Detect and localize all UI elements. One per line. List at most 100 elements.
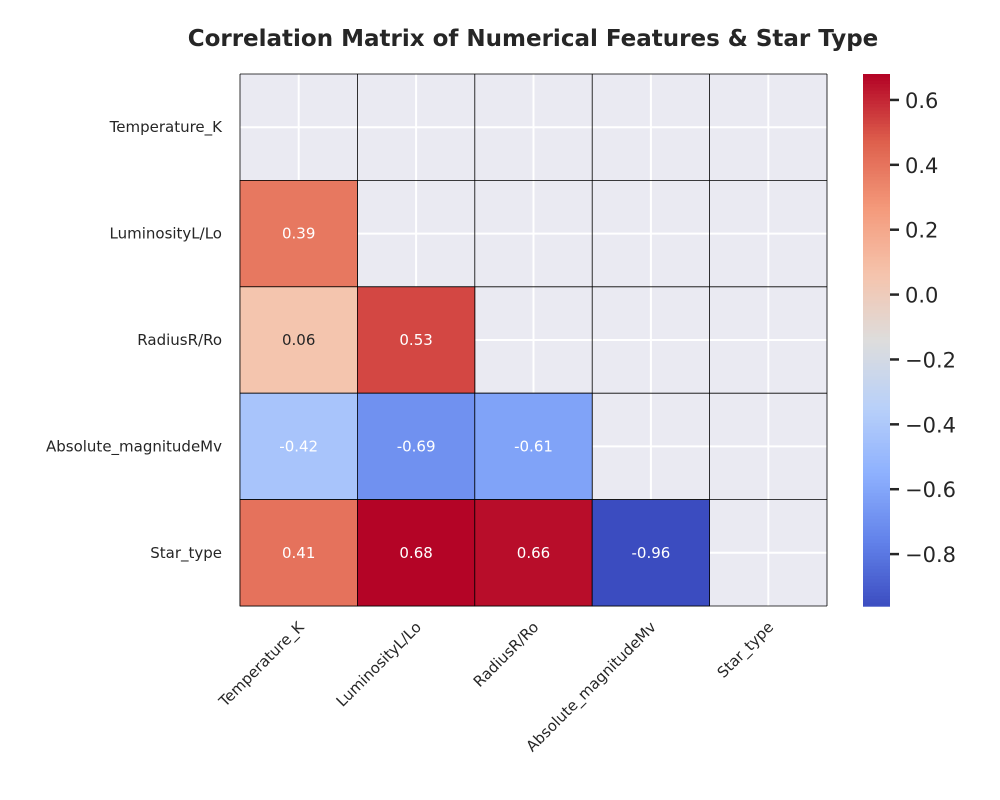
heatmap-cell bbox=[239, 286, 358, 394]
colorbar-segment bbox=[863, 153, 890, 158]
colorbar-segment bbox=[863, 536, 890, 541]
colorbar-segment bbox=[863, 586, 890, 591]
colorbar-segment bbox=[863, 429, 890, 434]
colorbar-segment bbox=[863, 187, 890, 192]
colorbar-segment bbox=[863, 303, 890, 308]
y-tick-label: RadiusR/Ro bbox=[137, 331, 222, 349]
colorbar-segment bbox=[863, 333, 890, 338]
colorbar-segment bbox=[863, 479, 890, 484]
heatmap-cell bbox=[474, 499, 593, 607]
colorbar-segment bbox=[863, 512, 890, 517]
colorbar-segment bbox=[863, 157, 890, 162]
colorbar-segment bbox=[863, 549, 890, 554]
heatmap-cell bbox=[239, 179, 358, 288]
colorbar-segment bbox=[863, 413, 890, 418]
colorbar-segment bbox=[863, 439, 890, 444]
colorbar-segment bbox=[863, 113, 890, 118]
colorbar-segment bbox=[863, 87, 890, 92]
heatmap-cell bbox=[356, 499, 476, 607]
cell-value-label: -0.42 bbox=[279, 437, 318, 455]
colorbar-segment bbox=[863, 572, 890, 577]
colorbar-segment bbox=[863, 80, 890, 85]
colorbar-segment bbox=[863, 602, 890, 607]
colorbar-segment bbox=[863, 346, 890, 351]
colorbar-segment bbox=[863, 562, 890, 567]
cell-value-label: 0.41 bbox=[282, 544, 315, 562]
colorbar-segment bbox=[863, 499, 890, 504]
colorbar-segment bbox=[863, 369, 890, 374]
colorbar-segment bbox=[863, 83, 890, 88]
colorbar-segment bbox=[863, 310, 890, 315]
heatmap-cell bbox=[591, 499, 711, 607]
colorbar-segment bbox=[863, 376, 890, 381]
colorbar-segment bbox=[863, 143, 890, 148]
colorbar-segment bbox=[863, 293, 890, 298]
colorbar-segment bbox=[863, 167, 890, 172]
colorbar-segment bbox=[863, 300, 890, 305]
colorbar-segment bbox=[863, 103, 890, 108]
colorbar-segment bbox=[863, 366, 890, 371]
colorbar-segment bbox=[863, 336, 890, 341]
colorbar-segment bbox=[863, 343, 890, 348]
colorbar-segment bbox=[863, 107, 890, 112]
colorbar-segment bbox=[863, 183, 890, 188]
colorbar-segment bbox=[863, 463, 890, 468]
x-tick-label: RadiusR/Ro bbox=[470, 618, 543, 691]
colorbar-segment bbox=[863, 569, 890, 574]
colorbar-segment bbox=[863, 356, 890, 361]
colorbar-segment bbox=[863, 160, 890, 165]
colorbar-segment bbox=[863, 469, 890, 474]
colorbar-segment bbox=[863, 273, 890, 278]
colorbar-segment bbox=[863, 97, 890, 102]
colorbar-segment bbox=[863, 270, 890, 275]
colorbar-segment bbox=[863, 77, 890, 82]
colorbar-segment bbox=[863, 256, 890, 261]
colorbar-segment bbox=[863, 203, 890, 208]
colorbar-segment bbox=[863, 443, 890, 448]
colorbar-segment bbox=[863, 330, 890, 335]
colorbar-segment bbox=[863, 596, 890, 601]
colorbar-segment bbox=[863, 263, 890, 268]
colorbar-segment bbox=[863, 173, 890, 178]
colorbar-segment bbox=[863, 476, 890, 481]
colorbar-segment bbox=[863, 433, 890, 438]
colorbar-segment bbox=[863, 396, 890, 401]
colorbar-segment bbox=[863, 200, 890, 205]
cell-value-label: 0.66 bbox=[517, 544, 550, 562]
colorbar-segment bbox=[863, 473, 890, 478]
cell-value-label: 0.39 bbox=[282, 225, 315, 243]
colorbar-segment bbox=[863, 137, 890, 142]
colorbar-segment bbox=[863, 546, 890, 551]
colorbar-segment bbox=[863, 373, 890, 378]
colorbar-segment bbox=[863, 542, 890, 547]
colorbar-segment bbox=[863, 579, 890, 584]
colorbar-segment bbox=[863, 502, 890, 507]
colorbar-segment bbox=[863, 207, 890, 212]
colorbar-tick-label: −0.8 bbox=[905, 543, 956, 567]
colorbar-segment bbox=[863, 486, 890, 491]
colorbar-segment bbox=[863, 243, 890, 248]
colorbar-segment bbox=[863, 246, 890, 251]
colorbar-segment bbox=[863, 127, 890, 132]
colorbar-segment bbox=[863, 260, 890, 265]
colorbar-segment bbox=[863, 240, 890, 245]
colorbar-segment bbox=[863, 506, 890, 511]
colorbar-segment bbox=[863, 456, 890, 461]
colorbar-segment bbox=[863, 522, 890, 527]
colorbar-segment bbox=[863, 559, 890, 564]
colorbar-segment bbox=[863, 393, 890, 398]
colorbar-segment bbox=[863, 359, 890, 364]
colorbar-segment bbox=[863, 446, 890, 451]
colorbar-segment bbox=[863, 123, 890, 128]
colorbar-segment bbox=[863, 74, 890, 79]
colorbar-segment bbox=[863, 532, 890, 537]
colorbar-segment bbox=[863, 349, 890, 354]
colorbar: 0.6 0.4 0.2 0.0 −0.2 −0.4 −0.6 −0.8 bbox=[863, 74, 956, 607]
colorbar-segment bbox=[863, 100, 890, 105]
x-tick-label: LuminosityL/Lo bbox=[333, 618, 425, 710]
colorbar-segment bbox=[863, 236, 890, 241]
cell-value-label: 0.53 bbox=[399, 331, 432, 349]
colorbar-segment bbox=[863, 110, 890, 115]
colorbar-segment bbox=[863, 419, 890, 424]
